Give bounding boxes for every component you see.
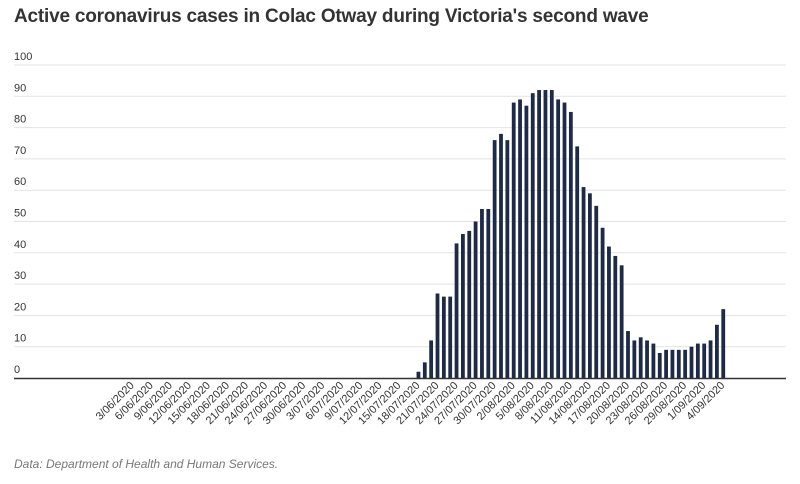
- bar: [429, 340, 434, 378]
- bar: [600, 227, 605, 378]
- bar: [721, 309, 726, 378]
- bar: [486, 208, 491, 378]
- bar: [480, 208, 484, 378]
- bar: [594, 205, 599, 378]
- bar: [632, 340, 637, 378]
- source-note: Data: Department of Health and Human Ser…: [14, 457, 279, 471]
- bar: [499, 133, 503, 378]
- bar: [441, 296, 446, 378]
- bar: [657, 352, 662, 378]
- bar: [683, 349, 688, 378]
- bar: [638, 337, 643, 378]
- bar: [670, 349, 675, 378]
- bar: [626, 331, 630, 378]
- bar: [537, 90, 541, 378]
- bar: [581, 187, 586, 378]
- bar: [556, 99, 561, 379]
- bar: [708, 340, 713, 378]
- y-tick-label: 30: [14, 270, 26, 282]
- bar: [619, 265, 624, 378]
- bar: [695, 343, 700, 378]
- y-tick-label: 10: [14, 333, 26, 345]
- bar: [435, 293, 440, 378]
- bar: [454, 243, 459, 378]
- bar: [715, 324, 719, 378]
- bar: [645, 340, 649, 378]
- bar: [505, 140, 510, 378]
- bar: [543, 90, 548, 378]
- bar: [511, 102, 516, 378]
- y-tick-label: 100: [14, 51, 32, 63]
- y-tick-label: 50: [14, 208, 26, 220]
- y-tick-label: 90: [14, 82, 26, 94]
- bar: [562, 102, 567, 378]
- bar: [524, 105, 529, 378]
- bar: [651, 343, 656, 378]
- bar: [676, 349, 681, 378]
- bar: [568, 111, 573, 378]
- bar: [416, 371, 421, 378]
- y-tick-label: 40: [14, 239, 26, 251]
- bar: [575, 146, 580, 378]
- bar: [702, 343, 707, 378]
- bar: [664, 349, 668, 378]
- bar: [473, 221, 478, 378]
- bar: [448, 296, 453, 378]
- bar: [530, 93, 535, 379]
- bar: [467, 230, 472, 378]
- y-tick-label: 0: [14, 364, 20, 376]
- bar: [549, 90, 554, 378]
- y-tick-label: 80: [14, 114, 26, 126]
- bar: [588, 193, 592, 378]
- bar: [461, 234, 465, 378]
- y-tick-label: 70: [14, 145, 26, 157]
- bar: [607, 246, 611, 378]
- chart-title: Active coronavirus cases in Colac Otway …: [14, 6, 649, 27]
- bar: [613, 255, 618, 378]
- y-tick-label: 20: [14, 301, 26, 313]
- bar: [422, 362, 427, 378]
- bar: [689, 346, 694, 378]
- y-tick-label: 60: [14, 176, 26, 188]
- bar: [492, 140, 497, 378]
- bar: [518, 99, 522, 379]
